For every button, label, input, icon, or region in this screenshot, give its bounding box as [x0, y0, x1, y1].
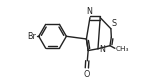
Text: N: N: [99, 45, 105, 54]
Text: O: O: [84, 70, 90, 79]
Text: S: S: [112, 19, 117, 28]
Text: Br: Br: [27, 32, 36, 41]
Text: CH₃: CH₃: [116, 46, 129, 52]
Text: N: N: [87, 7, 92, 16]
